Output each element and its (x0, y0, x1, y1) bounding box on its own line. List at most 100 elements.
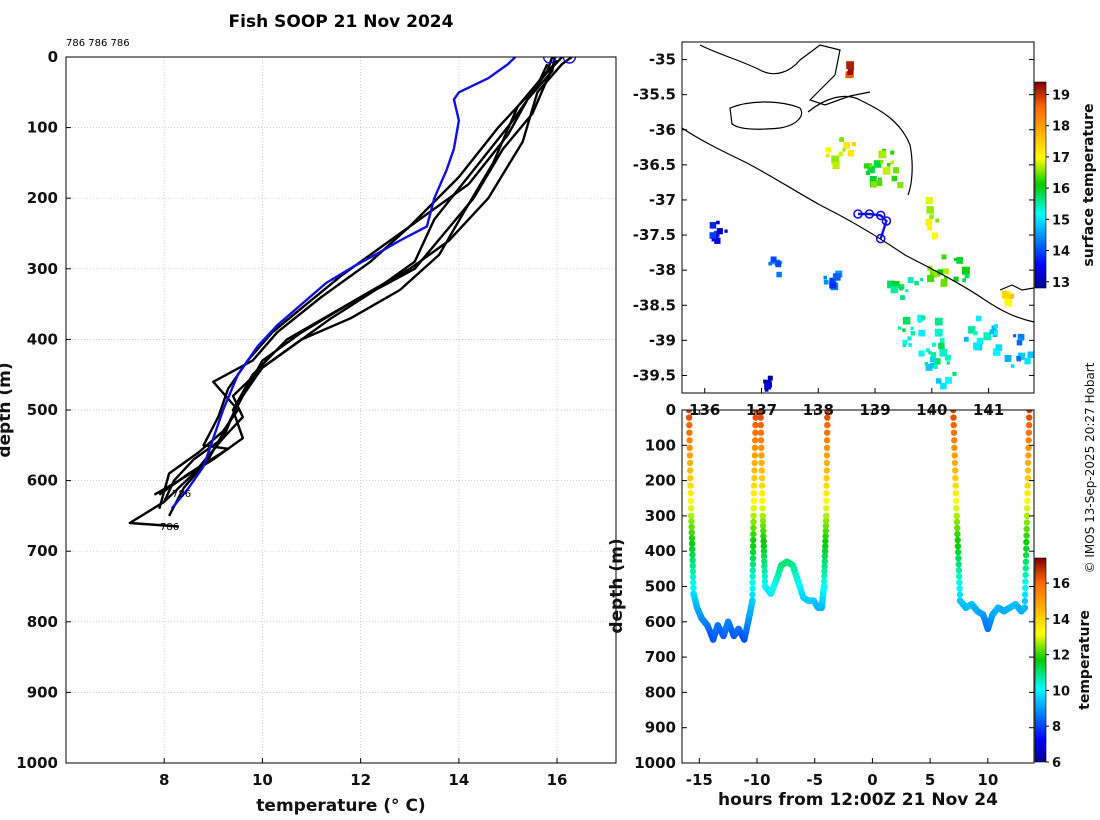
depth-time-point (821, 568, 828, 575)
depth-time-point (751, 452, 759, 459)
depth-time-point (686, 444, 693, 451)
sst-pixel (914, 280, 919, 286)
sst-pixel (851, 142, 856, 147)
profile-start-marker (562, 57, 577, 64)
depth-time-axes-frame (681, 409, 1035, 764)
depth-time-point (751, 474, 758, 482)
sst-pixel (939, 348, 947, 357)
sst-pixel (1004, 355, 1012, 362)
kangaroo-island (729, 101, 803, 130)
sst-pixel (919, 278, 924, 282)
sst-pixel (921, 315, 926, 320)
depth-time-point (758, 444, 765, 451)
temperature-colorbar-ticks: 6 8 10 12 14 16 (1046, 577, 1070, 771)
depth-time-x-tick-label: -15 (686, 771, 713, 789)
sst-pixel (902, 343, 907, 348)
depth-time-point (749, 567, 756, 574)
profile-line-profile-3 (153, 59, 559, 496)
sst-colorbar-tick-label: 18 (1052, 120, 1070, 135)
sst-pixel (956, 257, 963, 264)
profile-line-profile-6 (163, 57, 563, 503)
depth-time-point (1025, 452, 1032, 459)
map-y-tick-label: -35.5 (633, 86, 676, 104)
sst-pixel (897, 326, 902, 330)
sst-pixel (910, 331, 916, 336)
coastline-east (999, 284, 1034, 291)
sst-pixel (878, 150, 887, 159)
depth-time-point (823, 444, 831, 451)
depth-time-point (750, 512, 757, 520)
depth-time-point (953, 512, 960, 520)
depth-time-point (750, 536, 757, 544)
sst-pixel (973, 331, 978, 336)
depth-time-point (760, 553, 768, 560)
sst-pixel (770, 256, 777, 263)
sst-pixel (924, 362, 928, 366)
sst-colorbar-tick-label: 15 (1052, 213, 1070, 228)
profile-line-climatology (170, 57, 517, 510)
sst-pixel (898, 284, 905, 290)
depth-time-point (685, 410, 693, 414)
ship-track-station (881, 216, 892, 226)
depth-time-point (686, 429, 693, 436)
depth-time-point (760, 548, 768, 555)
profile-lines (128, 57, 577, 528)
depth-time-point (751, 459, 758, 467)
sst-pixel (1017, 333, 1025, 341)
sst-colorbar-tick-label: 13 (1052, 276, 1070, 291)
temperature-colorbar-tick-label: 6 (1052, 756, 1061, 771)
depth-time-point (950, 429, 958, 436)
profile-x-axis-label: temperature (° C) (256, 796, 425, 816)
depth-time-point (690, 584, 697, 592)
depth-time-point (1024, 482, 1031, 489)
depth-time-point (759, 512, 766, 520)
depth-time-x-tick-label: 5 (925, 771, 935, 789)
depth-time-point (758, 482, 766, 489)
coastline (682, 44, 1034, 323)
depth-time-point (685, 414, 693, 421)
profile-y-tick-label: 1000 (16, 754, 58, 772)
profile-start-marker (543, 57, 557, 64)
depth-time-point (822, 517, 830, 525)
sst-pixel (925, 348, 930, 353)
depth-time-point (820, 583, 828, 590)
depth-time-point (760, 543, 767, 550)
sst-pixel (887, 280, 895, 289)
depth-time-point (760, 537, 767, 545)
profile-y-ticks: 0 100 200 300 400 500 600 700 800 900 1000 (16, 48, 71, 772)
depth-time-point (749, 591, 756, 598)
depth-time-point (687, 497, 695, 504)
sst-pixel (775, 261, 782, 268)
depth-time-y-tick-label: 900 (645, 719, 676, 737)
sst-map-panel: 136137138139140141 -35-35.5-36-36.5-37-3… (633, 41, 1097, 419)
sst-pixel (940, 382, 947, 390)
sst-pixel (833, 273, 841, 281)
sst-pixel (934, 358, 941, 365)
sst-pixel (931, 342, 937, 347)
ship-track-station (864, 209, 875, 219)
depth-time-point (750, 518, 757, 526)
depth-time-point (824, 410, 831, 414)
sst-pixel (870, 181, 877, 188)
depth-time-point (1024, 497, 1031, 504)
sst-pixel (908, 343, 912, 347)
depth-time-point (955, 573, 963, 580)
sst-pixel (927, 275, 935, 283)
profile-y-tick-label: 200 (27, 189, 58, 207)
depth-time-point (687, 482, 694, 489)
sst-pixel (926, 206, 934, 214)
sst-pixel (768, 261, 773, 266)
sst-pixel (877, 180, 883, 186)
depth-time-point (950, 410, 957, 414)
depth-time-point (688, 518, 695, 525)
map-y-tick-label: -38.5 (633, 296, 676, 314)
depth-time-point (1021, 591, 1029, 598)
sst-pixel (933, 364, 938, 369)
sst-pixel (961, 266, 970, 275)
sst-pixel (1016, 339, 1023, 346)
coastline-gulf (807, 95, 913, 196)
depth-time-point (1024, 490, 1031, 497)
sst-pixel (918, 350, 925, 357)
depth-time-point (1023, 532, 1030, 539)
depth-time-point (687, 490, 694, 497)
